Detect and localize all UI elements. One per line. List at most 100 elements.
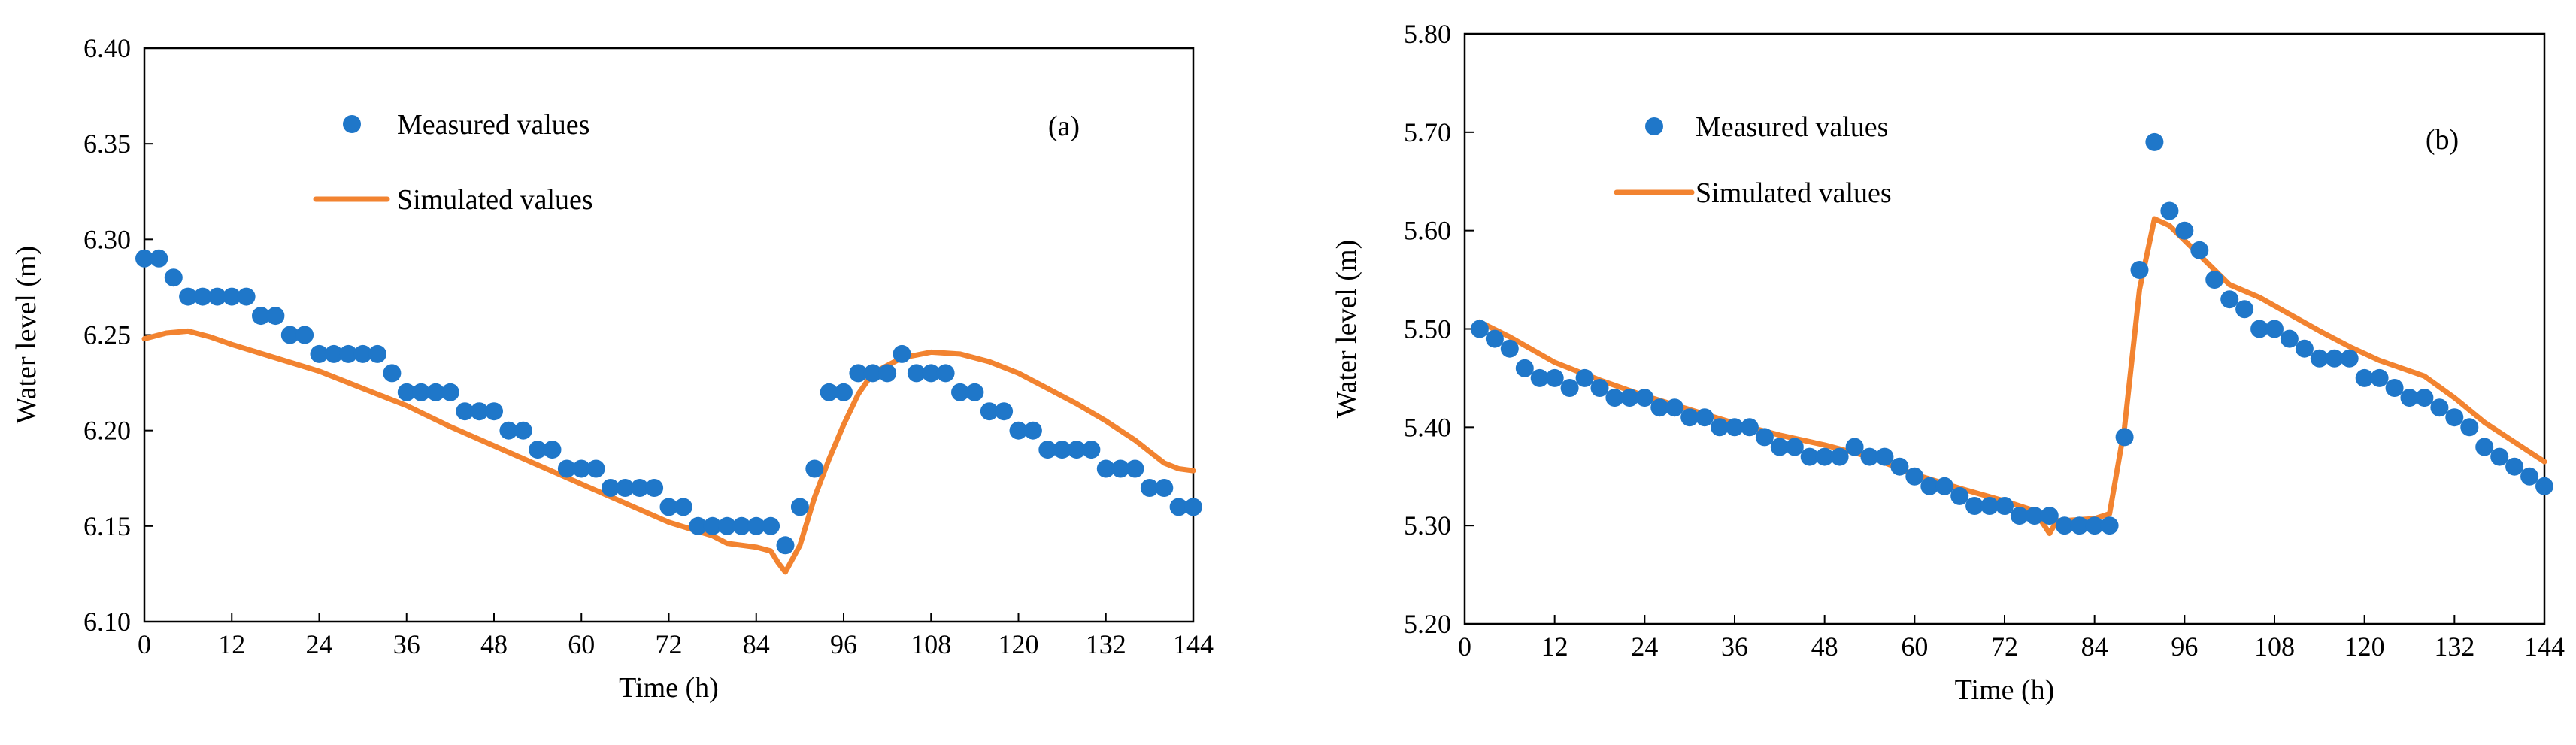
measured-value-point: [965, 383, 984, 401]
x-axis-title: Time (h): [1955, 674, 2055, 706]
measured-value-point: [776, 536, 795, 555]
measured-value-point: [266, 307, 285, 326]
x-tick-label: 108: [911, 629, 951, 659]
measured-value-point: [179, 287, 198, 306]
measured-value-point: [1875, 447, 1894, 466]
measured-value-point: [208, 287, 226, 306]
measured-value-point: [252, 307, 270, 326]
y-tick-label: 6.40: [83, 33, 131, 63]
x-tick-label: 36: [1721, 631, 1748, 662]
measured-value-point: [2475, 438, 2494, 456]
measured-value-point: [805, 459, 824, 478]
measured-value-point: [2250, 320, 2269, 338]
measured-value-point: [689, 516, 708, 535]
measured-value-point: [922, 364, 941, 383]
measured-value-point: [936, 364, 955, 383]
x-tick-label: 36: [393, 629, 420, 659]
measured-value-point: [1111, 459, 1130, 478]
measured-value-point: [863, 364, 882, 383]
measured-value-point: [849, 364, 868, 383]
measured-value-point: [1711, 418, 1729, 437]
measured-value-point: [2055, 516, 2074, 535]
measured-value-point: [150, 249, 168, 268]
y-tick-label: 6.20: [83, 416, 131, 446]
measured-value-point: [295, 326, 314, 344]
measured-value-point: [1980, 497, 1999, 515]
measured-value-point: [2085, 516, 2104, 535]
measured-value-point: [878, 364, 897, 383]
x-tick-label: 84: [743, 629, 770, 659]
measured-value-point: [1740, 418, 1759, 437]
measured-value-point: [1890, 457, 1909, 476]
measured-value-point: [1155, 479, 1174, 497]
legend-measured-label: Measured values: [1696, 111, 1888, 143]
measured-value-point: [630, 479, 649, 497]
measured-value-point: [339, 344, 358, 363]
y-tick-label: 5.70: [1404, 117, 1451, 147]
measured-value-point: [2160, 201, 2179, 220]
measured-value-point: [659, 498, 678, 516]
y-axis-title: Water level (m): [11, 246, 42, 424]
measured-value-point: [586, 459, 605, 478]
measured-value-point: [1126, 459, 1144, 478]
y-tick-label: 5.50: [1404, 314, 1451, 344]
x-tick-label: 96: [2171, 631, 2198, 662]
measured-value-point: [1560, 379, 1579, 397]
y-tick-label: 5.80: [1404, 19, 1451, 49]
measured-value-point: [2295, 339, 2314, 358]
measured-value-point: [2415, 389, 2434, 407]
measured-value-point: [1680, 408, 1699, 427]
measured-value-point: [1082, 441, 1101, 459]
measured-value-point: [1500, 339, 1519, 358]
measured-value-point: [1696, 408, 1714, 427]
measured-value-point: [557, 459, 576, 478]
measured-value-point: [703, 516, 722, 535]
measured-value-point: [2385, 379, 2404, 397]
measured-value-point: [193, 287, 212, 306]
measured-value-point: [2025, 507, 2044, 525]
panel-label: (a): [1048, 111, 1080, 142]
measured-value-point: [1515, 359, 1534, 377]
measured-value-point: [456, 402, 474, 421]
x-tick-label: 24: [306, 629, 333, 659]
measured-value-point: [2205, 271, 2224, 289]
measured-value-point: [324, 344, 343, 363]
measured-value-point: [1935, 477, 1954, 495]
y-tick-label: 6.25: [83, 320, 131, 350]
measured-value-point: [1068, 441, 1086, 459]
measured-value-point: [135, 249, 153, 268]
measured-value-point: [1755, 428, 1774, 447]
legend-measured-marker: [343, 115, 361, 133]
measured-value-point: [835, 383, 853, 401]
x-tick-label: 0: [1458, 631, 1471, 662]
measured-value-point: [1023, 421, 1042, 440]
measured-value-point: [1726, 418, 1744, 437]
measured-value-point: [1830, 447, 1849, 466]
measured-value-point: [1860, 447, 1879, 466]
measured-value-point: [237, 287, 256, 306]
measured-value-point: [616, 479, 635, 497]
measured-value-point: [1038, 441, 1057, 459]
measured-value-point: [2010, 507, 2029, 525]
x-tick-label: 144: [2524, 631, 2565, 662]
measured-value-point: [893, 344, 911, 363]
simulated-values-line: [141, 328, 1196, 575]
measured-value-point: [1905, 467, 1924, 486]
y-tick-label: 5.40: [1404, 412, 1451, 442]
y-axis-title: Water level (m): [1331, 240, 1362, 418]
x-tick-label: 120: [999, 629, 1039, 659]
measured-value-point: [426, 383, 445, 401]
measured-value-point: [368, 344, 386, 363]
measured-value-point: [397, 383, 416, 401]
measured-value-point: [2280, 329, 2299, 348]
measured-value-point: [1845, 438, 1864, 456]
x-tick-label: 132: [1086, 629, 1126, 659]
measured-value-point: [1169, 498, 1188, 516]
measured-value-point: [2535, 477, 2553, 495]
y-tick-label: 6.30: [83, 224, 131, 254]
measured-value-point: [1785, 438, 1804, 456]
measured-value-point: [645, 479, 664, 497]
measured-value-point: [980, 402, 999, 421]
x-axis-title: Time (h): [619, 672, 719, 704]
y-tick-label: 5.60: [1404, 216, 1451, 246]
